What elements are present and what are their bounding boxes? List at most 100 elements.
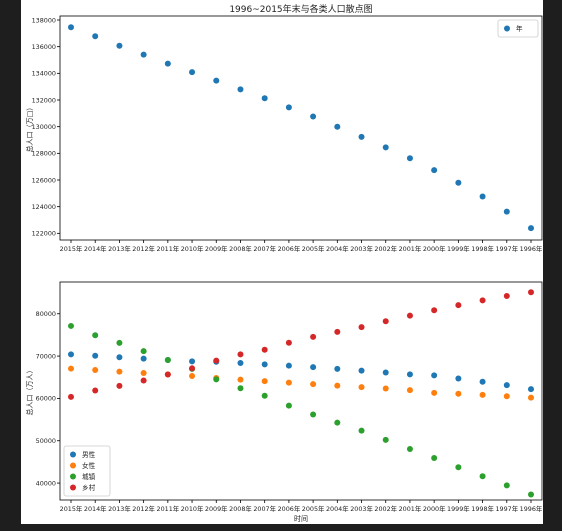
x-axis-label: 时间	[294, 514, 308, 523]
x-tick-label: 2009年	[205, 504, 228, 513]
x-tick-label: 2013年	[108, 504, 131, 513]
data-point-2-4	[310, 333, 317, 340]
data-point-2-3	[116, 339, 123, 346]
data-point-2-4	[406, 312, 413, 319]
legend-label: 城镇	[82, 472, 96, 481]
data-point-2-1	[528, 386, 534, 393]
plot-frame	[59, 281, 543, 501]
data-point-2-2	[382, 385, 389, 392]
data-point-2-3	[382, 436, 389, 443]
data-point-2-4	[261, 346, 268, 353]
data-point-1-1	[431, 167, 438, 174]
data-point-2-4	[237, 351, 244, 358]
data-point-2-4	[164, 371, 171, 378]
x-tick-label: 1999年	[447, 504, 470, 513]
data-point-1-1	[189, 69, 196, 76]
x-tick-label: 2009年	[205, 244, 228, 253]
legend-marker	[70, 473, 76, 480]
x-tick-label: 2000年	[423, 244, 446, 253]
data-point-1-1	[164, 60, 171, 67]
y-tick-label: 122000	[32, 230, 56, 238]
x-tick-label: 2008年	[229, 504, 252, 513]
x-tick-label: 1997年	[495, 504, 518, 513]
data-point-1-1	[382, 144, 389, 151]
y-tick-label: 124000	[32, 203, 56, 211]
data-point-2-1	[92, 352, 99, 359]
data-point-2-3	[431, 455, 438, 462]
data-point-2-1	[261, 361, 268, 368]
data-point-2-4	[285, 339, 292, 346]
y-tick-label: 126000	[32, 176, 56, 184]
data-point-2-4	[479, 297, 486, 304]
data-point-2-2	[261, 378, 268, 385]
data-point-2-4	[528, 289, 534, 296]
y-axis-label: 总人口（万□）	[25, 104, 34, 153]
data-point-1-1	[406, 155, 413, 162]
data-point-2-2	[116, 368, 123, 375]
data-point-2-4	[213, 357, 220, 364]
data-point-1-1	[358, 133, 365, 140]
data-point-2-1	[455, 375, 462, 382]
data-point-2-4	[68, 393, 74, 400]
legend-marker	[70, 462, 76, 469]
data-point-1-1	[237, 86, 244, 93]
data-point-2-3	[92, 332, 99, 339]
data-point-2-3	[503, 482, 510, 489]
x-tick-label: 1997年	[495, 244, 518, 253]
x-tick-label: 2002年	[374, 504, 397, 513]
data-point-2-1	[116, 354, 123, 361]
data-point-1-1	[503, 208, 510, 215]
data-point-2-4	[92, 387, 99, 394]
data-point-2-4	[431, 307, 438, 314]
x-tick-label: 2012年	[132, 244, 155, 253]
data-point-2-2	[406, 387, 413, 394]
data-point-2-2	[528, 394, 534, 401]
x-tick-label: 2010年	[181, 244, 204, 253]
x-tick-label: 2011年	[157, 244, 180, 253]
y-axis-label: 总人口（万人）	[25, 367, 34, 416]
x-tick-label: 2012年	[132, 504, 155, 513]
data-point-2-3	[455, 464, 462, 471]
data-point-1-1	[116, 42, 123, 49]
legend-marker	[504, 25, 510, 32]
data-point-2-2	[140, 370, 147, 377]
y-tick-label: 70000	[36, 352, 56, 360]
data-point-2-1	[140, 355, 147, 362]
data-point-1-1	[310, 113, 317, 120]
data-point-2-4	[334, 328, 341, 335]
data-point-2-1	[382, 369, 389, 376]
x-tick-label: 2001年	[399, 504, 422, 513]
data-point-2-3	[213, 376, 220, 383]
x-tick-label: 2006年	[278, 504, 301, 513]
data-point-1-1	[528, 225, 534, 232]
x-tick-label: 2000年	[423, 504, 446, 513]
data-point-2-4	[358, 324, 365, 331]
data-point-1-1	[261, 95, 268, 102]
x-tick-label: 2015年	[60, 244, 83, 253]
y-tick-label: 80000	[36, 310, 56, 318]
data-point-1-1	[479, 193, 486, 200]
x-tick-label: 2007年	[253, 504, 276, 513]
x-tick-label: 2013年	[108, 244, 131, 253]
data-point-2-1	[189, 358, 196, 365]
y-tick-label: 130000	[32, 123, 56, 131]
data-point-2-2	[68, 365, 74, 372]
y-tick-label: 136000	[32, 43, 56, 51]
x-tick-label: 2001年	[399, 244, 422, 253]
data-point-2-3	[285, 402, 292, 409]
data-point-2-1	[285, 362, 292, 369]
data-point-2-3	[310, 411, 317, 418]
x-tick-label: 1996年	[520, 244, 543, 253]
data-point-2-1	[479, 378, 486, 385]
data-point-2-2	[479, 391, 486, 398]
x-tick-label: 2014年	[84, 504, 107, 513]
data-point-2-3	[479, 473, 486, 480]
legend-label: 乡村	[82, 483, 96, 492]
y-tick-label: 60000	[36, 395, 56, 403]
legend-marker	[70, 484, 76, 491]
data-point-2-3	[406, 445, 413, 452]
data-point-2-3	[334, 419, 341, 426]
data-point-2-3	[237, 385, 244, 392]
data-point-2-2	[431, 389, 438, 396]
data-point-2-1	[68, 351, 74, 358]
